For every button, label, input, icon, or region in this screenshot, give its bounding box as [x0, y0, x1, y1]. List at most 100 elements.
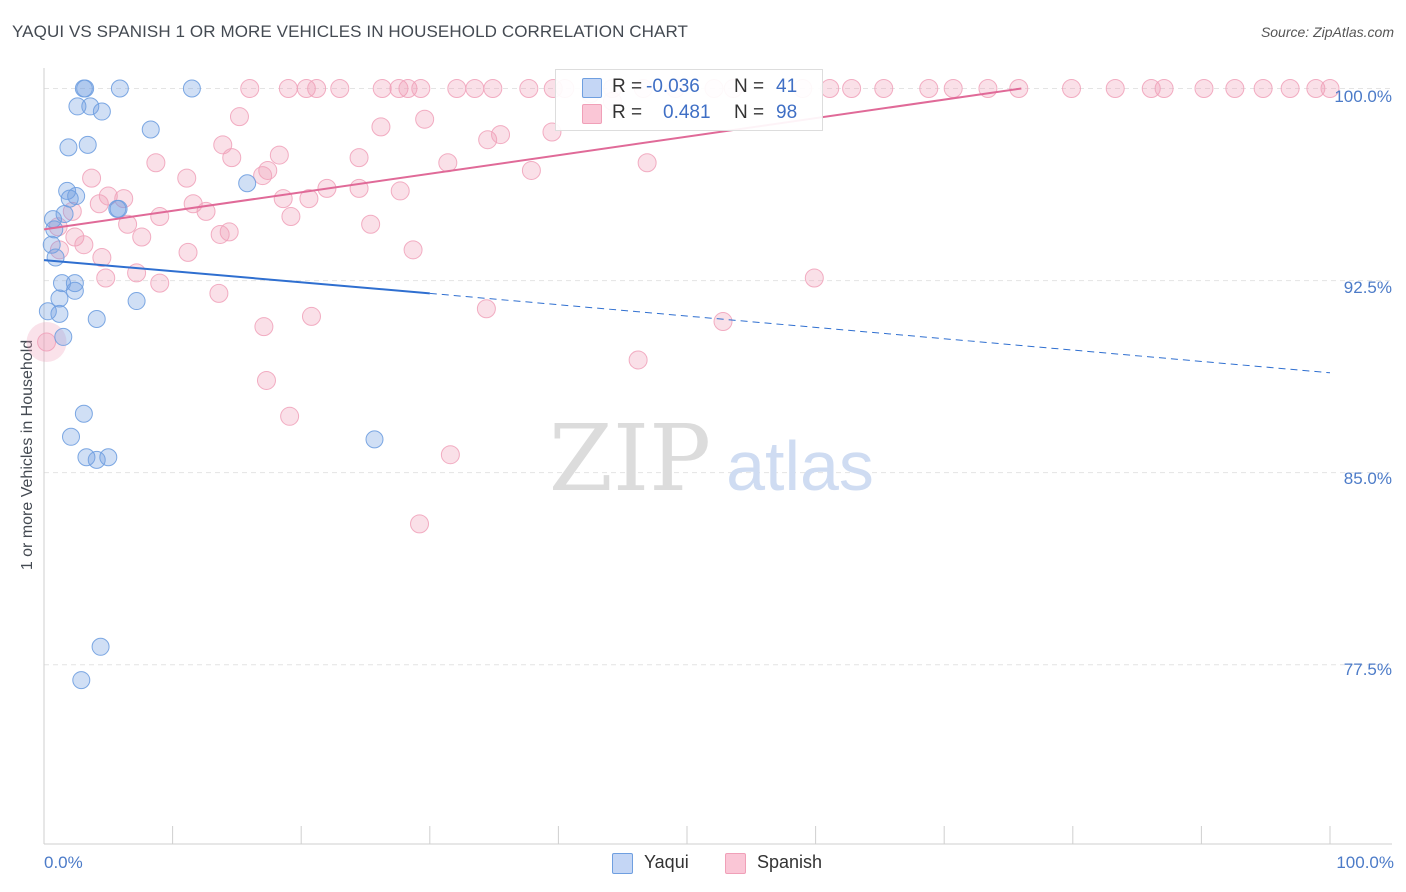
y-tick-label: 100.0% [1334, 87, 1392, 106]
yaqui-point [87, 309, 106, 328]
yaqui-point [54, 327, 73, 346]
spanish-point [118, 214, 138, 234]
spanish-point [415, 109, 435, 129]
spanish-point [371, 117, 391, 137]
spanish-point [447, 78, 467, 98]
spanish-point [89, 194, 109, 214]
legend-label: Yaqui [644, 852, 689, 872]
spanish-point [177, 168, 197, 188]
yaqui-point [68, 97, 87, 116]
spanish-point [410, 514, 430, 534]
trend-lines [43, 87, 1331, 374]
spanish-point [92, 248, 112, 268]
yaqui-point [62, 427, 81, 446]
spanish-point [146, 153, 166, 173]
yaqui-point [238, 174, 257, 193]
yaqui-point [87, 450, 106, 469]
watermark-atlas: atlas [726, 427, 874, 505]
spanish-point [280, 406, 300, 426]
n-label: N = [734, 76, 765, 97]
n-value: 41 [776, 76, 798, 97]
spanish-point [465, 78, 485, 98]
spanish-point [150, 207, 170, 227]
spanish-point [178, 242, 198, 262]
spanish-point [372, 78, 392, 98]
yaqui-point [92, 102, 111, 121]
yaqui-swatch [612, 853, 633, 874]
spanish-point [256, 370, 276, 390]
watermark-zip: ZIP [549, 405, 711, 512]
yaqui-point [78, 135, 97, 154]
spanish-point [361, 214, 381, 234]
spanish-point [438, 153, 458, 173]
spanish-point [842, 78, 862, 98]
yaqui-point [72, 671, 91, 690]
y-tick-label: 92.5% [1343, 278, 1392, 297]
spanish-point [637, 153, 657, 173]
stats-legend: R = -0.036 N = 41 R = 0.481 N = 98 [555, 69, 823, 131]
spanish-point [1105, 78, 1125, 98]
spanish-point [1225, 78, 1245, 98]
spanish-point [1253, 78, 1273, 98]
spanish-point [254, 317, 274, 337]
spanish-point [1062, 78, 1082, 98]
spanish-swatch [725, 853, 746, 874]
spanish-trend-line [43, 87, 1022, 231]
spanish-point [273, 189, 293, 209]
y-tick-label: 85.0% [1343, 469, 1392, 488]
yaqui-point [110, 79, 129, 98]
yaqui-point [81, 97, 100, 116]
spanish-point [278, 78, 298, 98]
spanish-point [1280, 78, 1300, 98]
spanish-point [349, 148, 369, 168]
spanish-point [258, 160, 278, 180]
spanish-point [222, 148, 242, 168]
spanish-point [229, 107, 249, 127]
spanish-point [919, 78, 939, 98]
r-label: R = [612, 102, 643, 123]
spanish-points [26, 78, 1340, 534]
spanish-point [240, 78, 260, 98]
yaqui-points [38, 79, 384, 690]
spanish-point [299, 189, 319, 209]
yaqui-point [127, 292, 146, 311]
legend-label: Spanish [757, 852, 823, 872]
yaqui-point [76, 79, 95, 98]
spanish-point [804, 268, 824, 288]
spanish-point [713, 312, 733, 332]
spanish-point [519, 78, 539, 98]
yaqui-point [109, 199, 128, 218]
yaqui-point [59, 138, 78, 157]
spanish-point [114, 189, 134, 209]
spanish-point [1154, 78, 1174, 98]
spanish-point [96, 268, 116, 288]
yaqui-point [46, 248, 65, 267]
spanish-point [478, 130, 498, 150]
spanish-point [943, 78, 963, 98]
spanish-point [307, 78, 327, 98]
spanish-swatch [582, 104, 602, 124]
spanish-point [296, 78, 316, 98]
source-label: Source: ZipAtlas.com [1260, 24, 1394, 40]
spanish-point [403, 240, 423, 260]
yaqui-point [65, 281, 84, 300]
watermark: ZIP atlas [549, 405, 874, 512]
yaqui-point [50, 304, 69, 323]
yaqui-point [38, 302, 57, 321]
yaqui-point [182, 79, 201, 98]
spanish-point [269, 145, 289, 165]
spanish-point [1306, 78, 1326, 98]
spanish-point [483, 78, 503, 98]
yaqui-swatch [582, 78, 602, 98]
spanish-point [411, 78, 431, 98]
spanish-point [491, 125, 511, 145]
yaqui-point [77, 448, 96, 467]
spanish-point [37, 332, 57, 352]
yaqui-point [55, 204, 74, 223]
yaqui-point [60, 189, 79, 208]
yaqui-point [74, 404, 93, 423]
n-value: 98 [776, 102, 798, 123]
yaqui-point [50, 289, 69, 308]
spanish-point [301, 306, 321, 326]
